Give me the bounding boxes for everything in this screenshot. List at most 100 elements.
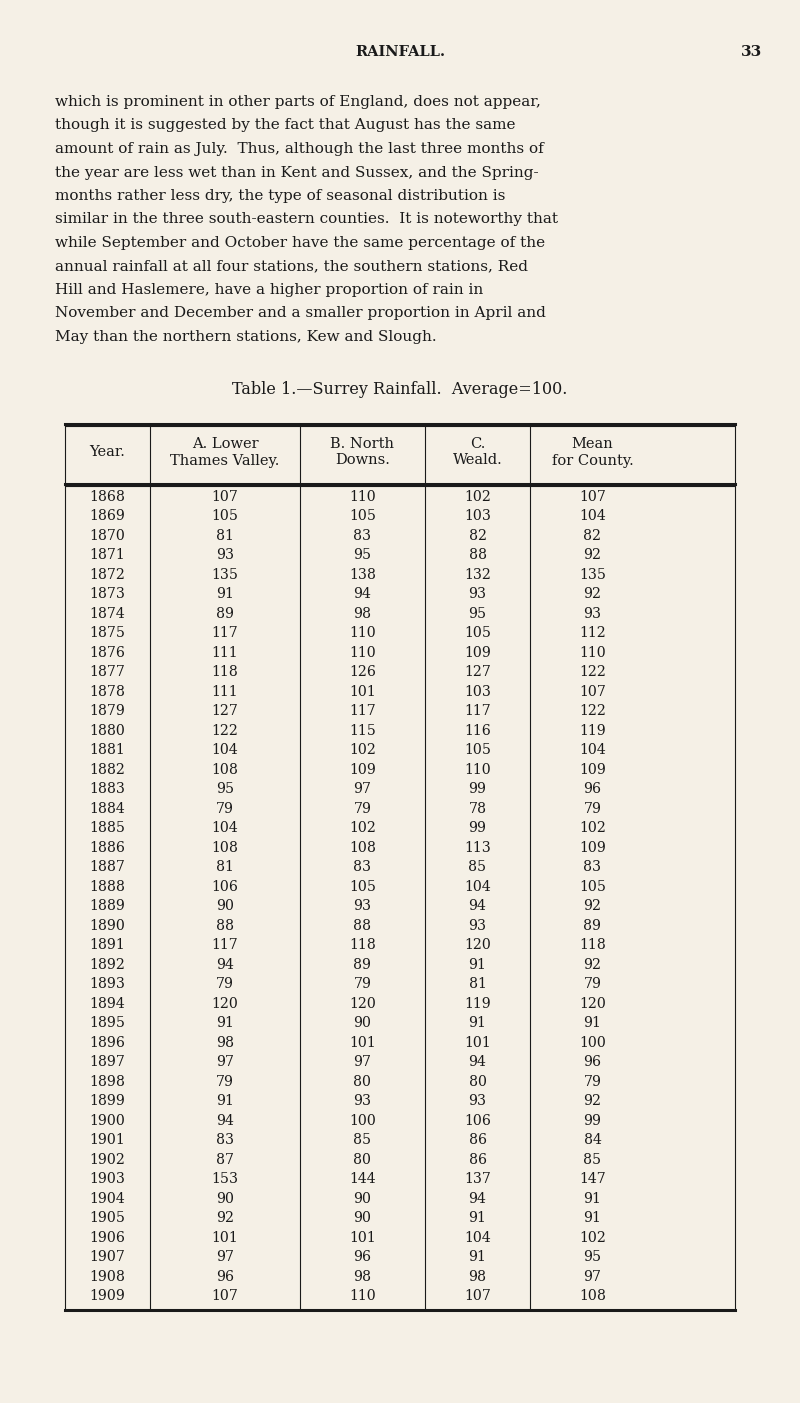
Text: 1874: 1874 (90, 606, 126, 620)
Text: 98: 98 (469, 1270, 486, 1284)
Text: 144: 144 (349, 1173, 376, 1186)
Text: 132: 132 (464, 568, 491, 582)
Text: 1882: 1882 (90, 763, 126, 777)
Text: 94: 94 (216, 958, 234, 972)
Text: 105: 105 (211, 509, 238, 523)
Text: 83: 83 (216, 1134, 234, 1148)
Text: 98: 98 (354, 606, 371, 620)
Text: 1907: 1907 (90, 1250, 126, 1264)
Text: 89: 89 (354, 958, 371, 972)
Text: 91: 91 (469, 958, 486, 972)
Text: 1872: 1872 (90, 568, 126, 582)
Text: 101: 101 (349, 1035, 376, 1049)
Text: 1909: 1909 (90, 1289, 126, 1303)
Text: 1875: 1875 (90, 626, 126, 640)
Text: 91: 91 (583, 1016, 602, 1030)
Text: 94: 94 (354, 588, 371, 602)
Text: 97: 97 (216, 1055, 234, 1069)
Text: 110: 110 (464, 763, 491, 777)
Text: 135: 135 (211, 568, 238, 582)
Text: 104: 104 (464, 1230, 491, 1244)
Text: 84: 84 (583, 1134, 602, 1148)
Text: 92: 92 (216, 1211, 234, 1225)
Text: 88: 88 (354, 919, 371, 933)
Text: while September and October have the same percentage of the: while September and October have the sam… (55, 236, 545, 250)
Text: 91: 91 (216, 1016, 234, 1030)
Text: 109: 109 (579, 763, 606, 777)
Text: 82: 82 (583, 529, 602, 543)
Text: 1895: 1895 (90, 1016, 126, 1030)
Text: 91: 91 (469, 1211, 486, 1225)
Text: 78: 78 (469, 801, 486, 815)
Text: 104: 104 (579, 744, 606, 758)
Text: 108: 108 (349, 840, 376, 854)
Text: 95: 95 (469, 606, 486, 620)
Text: annual rainfall at all four stations, the southern stations, Red: annual rainfall at all four stations, th… (55, 260, 528, 274)
Text: 92: 92 (583, 899, 602, 913)
Text: 118: 118 (579, 939, 606, 953)
Text: 1881: 1881 (90, 744, 126, 758)
Text: 79: 79 (583, 1075, 602, 1089)
Text: 99: 99 (469, 783, 486, 797)
Text: 85: 85 (583, 1153, 602, 1167)
Text: 91: 91 (583, 1191, 602, 1205)
Text: 90: 90 (354, 1191, 371, 1205)
Text: 83: 83 (354, 529, 371, 543)
Text: 122: 122 (211, 724, 238, 738)
Text: 119: 119 (579, 724, 606, 738)
Text: 90: 90 (216, 1191, 234, 1205)
Text: B. North: B. North (330, 438, 394, 452)
Text: 1873: 1873 (90, 588, 126, 602)
Text: 102: 102 (579, 1230, 606, 1244)
Text: 1888: 1888 (90, 880, 126, 894)
Text: 1898: 1898 (90, 1075, 126, 1089)
Text: 1884: 1884 (90, 801, 126, 815)
Text: 111: 111 (212, 685, 238, 699)
Text: 93: 93 (469, 1094, 486, 1108)
Text: 153: 153 (211, 1173, 238, 1186)
Text: 92: 92 (583, 958, 602, 972)
Text: 93: 93 (469, 588, 486, 602)
Text: 135: 135 (579, 568, 606, 582)
Text: 110: 110 (349, 645, 376, 659)
Text: 79: 79 (216, 801, 234, 815)
Text: 102: 102 (579, 821, 606, 835)
Text: 120: 120 (349, 996, 376, 1010)
Text: 111: 111 (212, 645, 238, 659)
Text: 118: 118 (212, 665, 238, 679)
Text: 87: 87 (216, 1153, 234, 1167)
Text: 103: 103 (464, 509, 491, 523)
Text: 79: 79 (354, 801, 371, 815)
Text: 102: 102 (349, 821, 376, 835)
Text: 80: 80 (354, 1153, 371, 1167)
Text: 107: 107 (579, 490, 606, 504)
Text: Year.: Year. (90, 445, 126, 459)
Text: 107: 107 (579, 685, 606, 699)
Text: 108: 108 (579, 1289, 606, 1303)
Text: 97: 97 (583, 1270, 602, 1284)
Text: 81: 81 (216, 860, 234, 874)
Text: 1897: 1897 (90, 1055, 126, 1069)
Text: 92: 92 (583, 549, 602, 563)
Text: 1878: 1878 (90, 685, 126, 699)
Text: 86: 86 (469, 1153, 486, 1167)
Text: 99: 99 (583, 1114, 602, 1128)
Text: 93: 93 (354, 899, 371, 913)
Text: 79: 79 (583, 978, 602, 992)
Text: 1887: 1887 (90, 860, 126, 874)
Text: C.: C. (470, 438, 485, 452)
Text: 1876: 1876 (90, 645, 126, 659)
Text: similar in the three south-eastern counties.  It is noteworthy that: similar in the three south-eastern count… (55, 212, 558, 226)
Text: 93: 93 (469, 919, 486, 933)
Text: 97: 97 (354, 1055, 371, 1069)
Text: 100: 100 (349, 1114, 376, 1128)
Text: 117: 117 (464, 704, 491, 718)
Text: 83: 83 (583, 860, 602, 874)
Text: months rather less dry, the type of seasonal distribution is: months rather less dry, the type of seas… (55, 189, 506, 203)
Text: 94: 94 (216, 1114, 234, 1128)
Text: 118: 118 (349, 939, 376, 953)
Text: 102: 102 (349, 744, 376, 758)
Text: 96: 96 (583, 1055, 602, 1069)
Text: 1899: 1899 (90, 1094, 126, 1108)
Text: 1901: 1901 (90, 1134, 126, 1148)
